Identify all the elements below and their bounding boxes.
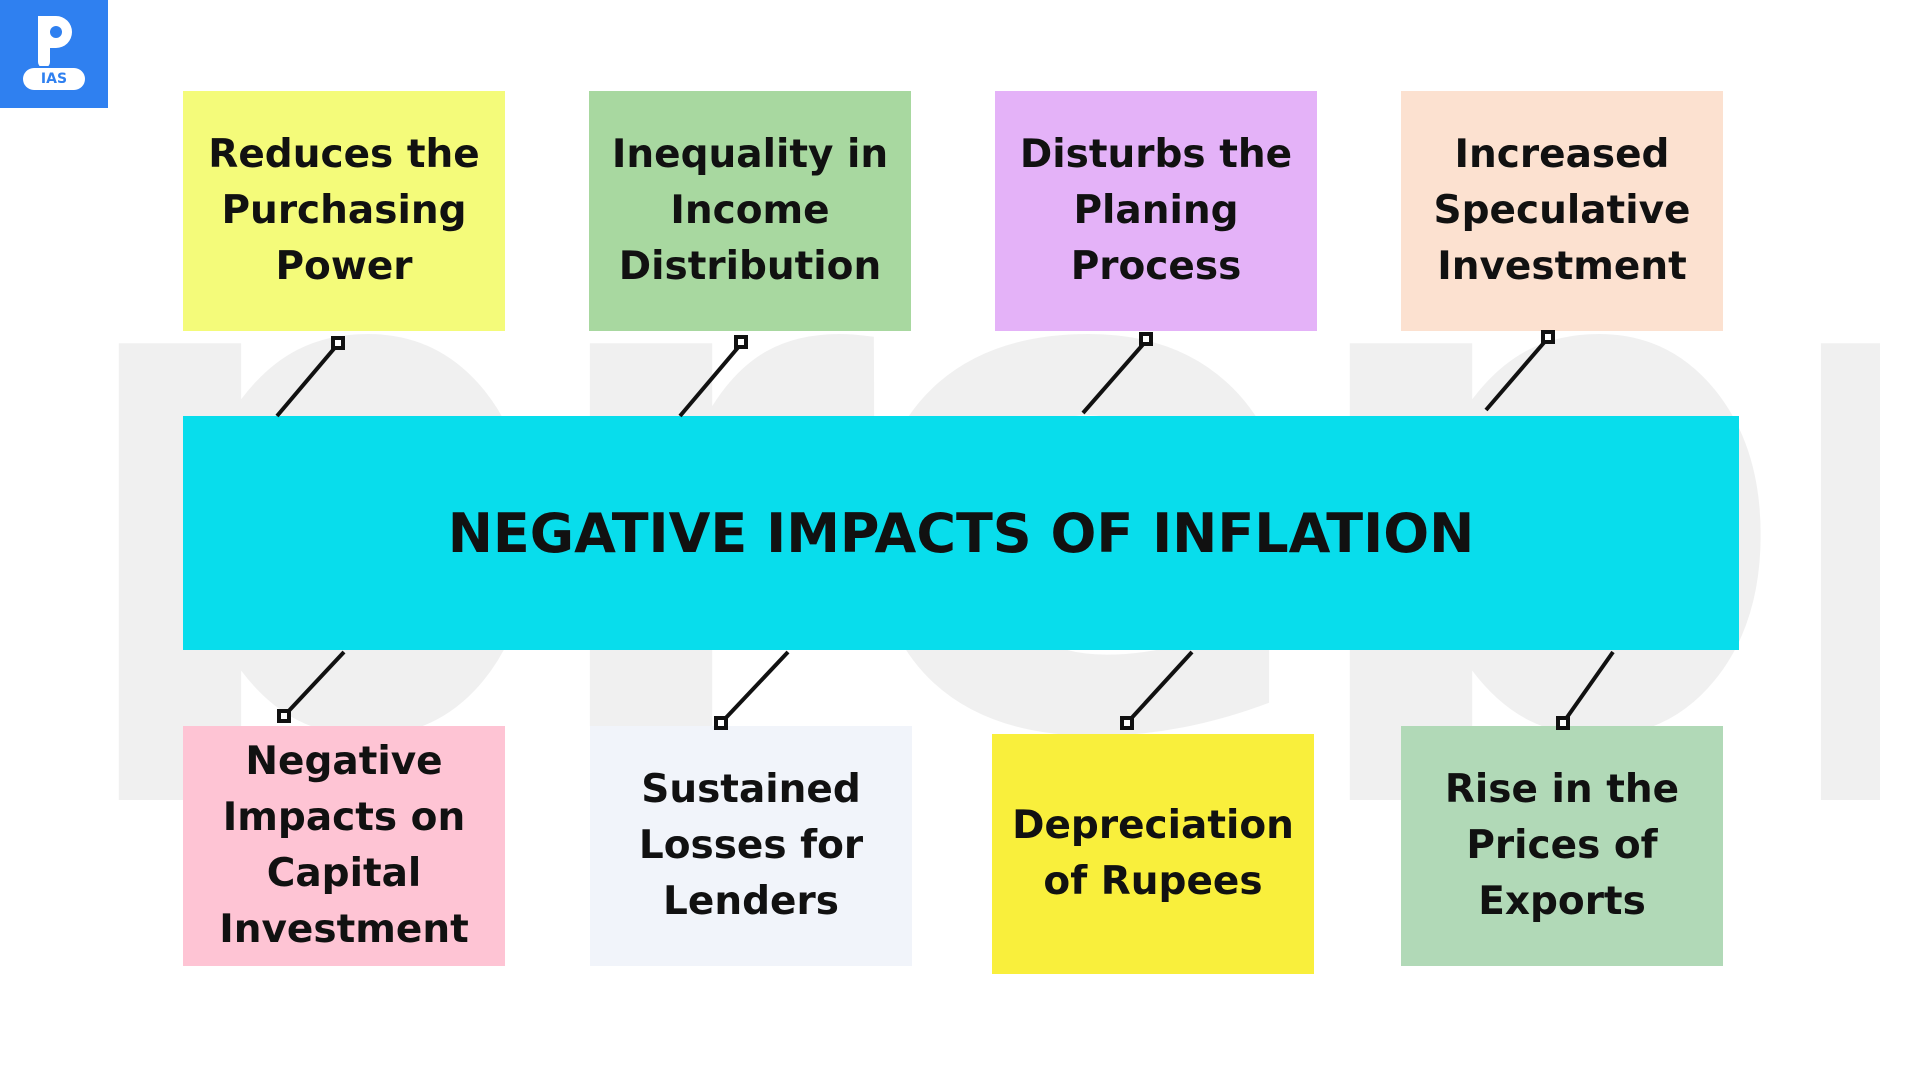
impact-box-capital-investment: Negative Impacts on Capital Investment: [183, 726, 505, 966]
impact-box-export-prices: Rise in the Prices of Exports: [1401, 726, 1723, 966]
impact-label: Sustained Losses for Lenders: [638, 767, 864, 924]
impact-box-speculative-investment: Increased Speculative Investment: [1401, 91, 1723, 331]
impact-label: Negative Impacts on Capital Investment: [219, 739, 469, 952]
logo-badge: IAS: [22, 68, 86, 90]
central-banner: NEGATIVE IMPACTS OF INFLATION: [183, 416, 1739, 650]
impact-label: Inequality in Income Distribution: [611, 132, 889, 289]
impact-label: Increased Speculative Investment: [1433, 132, 1691, 289]
impact-box-lender-losses: Sustained Losses for Lenders: [590, 726, 912, 966]
impact-label: Rise in the Prices of Exports: [1444, 767, 1680, 924]
impact-label: Depreciation of Rupees: [1012, 803, 1294, 904]
impact-label: Reduces the Purchasing Power: [208, 132, 480, 289]
p-logo-icon: [38, 16, 72, 66]
impact-label: Disturbs the Planing Process: [1019, 132, 1293, 289]
diagram-title: NEGATIVE IMPACTS OF INFLATION: [447, 501, 1475, 565]
impact-box-planning-process: Disturbs the Planing Process: [995, 91, 1317, 331]
impact-box-purchasing-power: Reduces the Purchasing Power: [183, 91, 505, 331]
brand-logo[interactable]: IAS: [0, 0, 108, 108]
impact-box-income-inequality: Inequality in Income Distribution: [589, 91, 911, 331]
impact-box-rupee-depreciation: Depreciation of Rupees: [992, 734, 1314, 974]
